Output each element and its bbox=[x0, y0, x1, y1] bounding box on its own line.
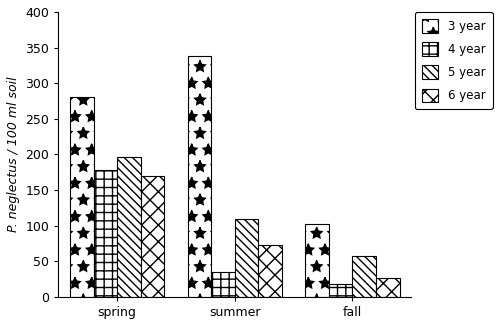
Y-axis label: P. neglectus / 100 ml soil: P. neglectus / 100 ml soil bbox=[7, 77, 20, 232]
Bar bbox=[70, 97, 94, 297]
Bar bbox=[140, 176, 164, 297]
Bar bbox=[212, 272, 235, 297]
Bar bbox=[94, 170, 117, 297]
Bar bbox=[329, 284, 352, 297]
Bar bbox=[352, 257, 376, 297]
Bar bbox=[376, 278, 400, 297]
Bar bbox=[235, 219, 258, 297]
Legend: 3 year, 4 year, 5 year, 6 year: 3 year, 4 year, 5 year, 6 year bbox=[415, 12, 492, 110]
Bar bbox=[306, 224, 329, 297]
Bar bbox=[117, 156, 140, 297]
Bar bbox=[258, 245, 282, 297]
Bar bbox=[188, 56, 212, 297]
